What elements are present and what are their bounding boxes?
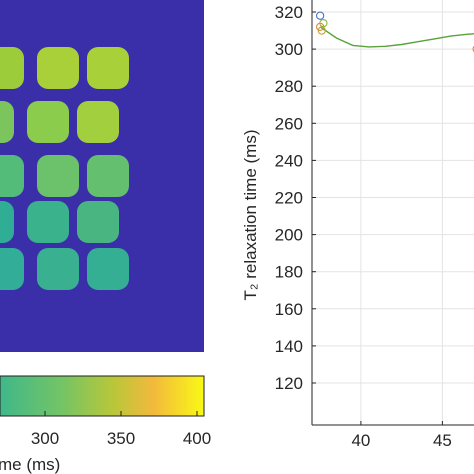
colorbar-tick-label: 300 xyxy=(31,429,59,448)
y-tick-label: 220 xyxy=(275,189,303,208)
y-tick-label: 140 xyxy=(275,337,303,356)
y-tick-label: 160 xyxy=(275,300,303,319)
phantom-well xyxy=(0,201,14,243)
grid xyxy=(312,0,474,425)
y-tick-label: 180 xyxy=(275,263,303,282)
phantom-well xyxy=(0,248,24,290)
x-tick-label: 40 xyxy=(351,431,370,450)
phantom-well xyxy=(87,47,129,89)
phantom-well xyxy=(77,101,119,143)
phantom-well xyxy=(0,155,24,197)
phantom-well xyxy=(37,155,79,197)
y-tick-label: 120 xyxy=(275,374,303,393)
colorbar-gradient xyxy=(0,375,205,417)
x-tick-label: 45 xyxy=(433,431,452,450)
y-tick-label: 200 xyxy=(275,226,303,245)
colorbar-tick-label: 400 xyxy=(183,429,211,448)
data-point xyxy=(472,45,474,53)
phantom-wells xyxy=(0,47,129,290)
colorbar-label: me (ms) xyxy=(0,455,60,474)
y-tick-label: 320 xyxy=(275,3,303,22)
phantom-well xyxy=(37,248,79,290)
plot-area xyxy=(312,0,474,425)
data-points xyxy=(315,11,474,53)
colorbar: 300 350 400 me (ms) xyxy=(0,375,211,474)
t2-map-panel xyxy=(0,0,204,352)
x-ticks: 40455055 xyxy=(351,421,452,450)
fit-curve xyxy=(319,26,474,48)
data-point xyxy=(319,18,328,28)
y-tick-label: 260 xyxy=(275,114,303,133)
data-point xyxy=(317,26,326,35)
y-ticks: 120 140 160 180 200 220 240 260 280 300 320 xyxy=(275,3,316,393)
phantom-well xyxy=(77,201,119,243)
data-point xyxy=(315,11,325,20)
colorbar-tick-label: 350 xyxy=(107,429,135,448)
phantom-well xyxy=(0,101,14,143)
phantom-well xyxy=(37,47,79,89)
phantom-well xyxy=(0,47,24,89)
y-tick-label: 300 xyxy=(275,40,303,59)
y-axis-label: T₂ relaxation time (ms) xyxy=(241,130,260,301)
phantom-well xyxy=(27,101,69,143)
phantom-well xyxy=(27,201,69,243)
phantom-well xyxy=(87,155,129,197)
y-tick-label: 280 xyxy=(275,77,303,96)
y-tick-label: 240 xyxy=(275,151,303,170)
phantom-well xyxy=(87,248,129,290)
